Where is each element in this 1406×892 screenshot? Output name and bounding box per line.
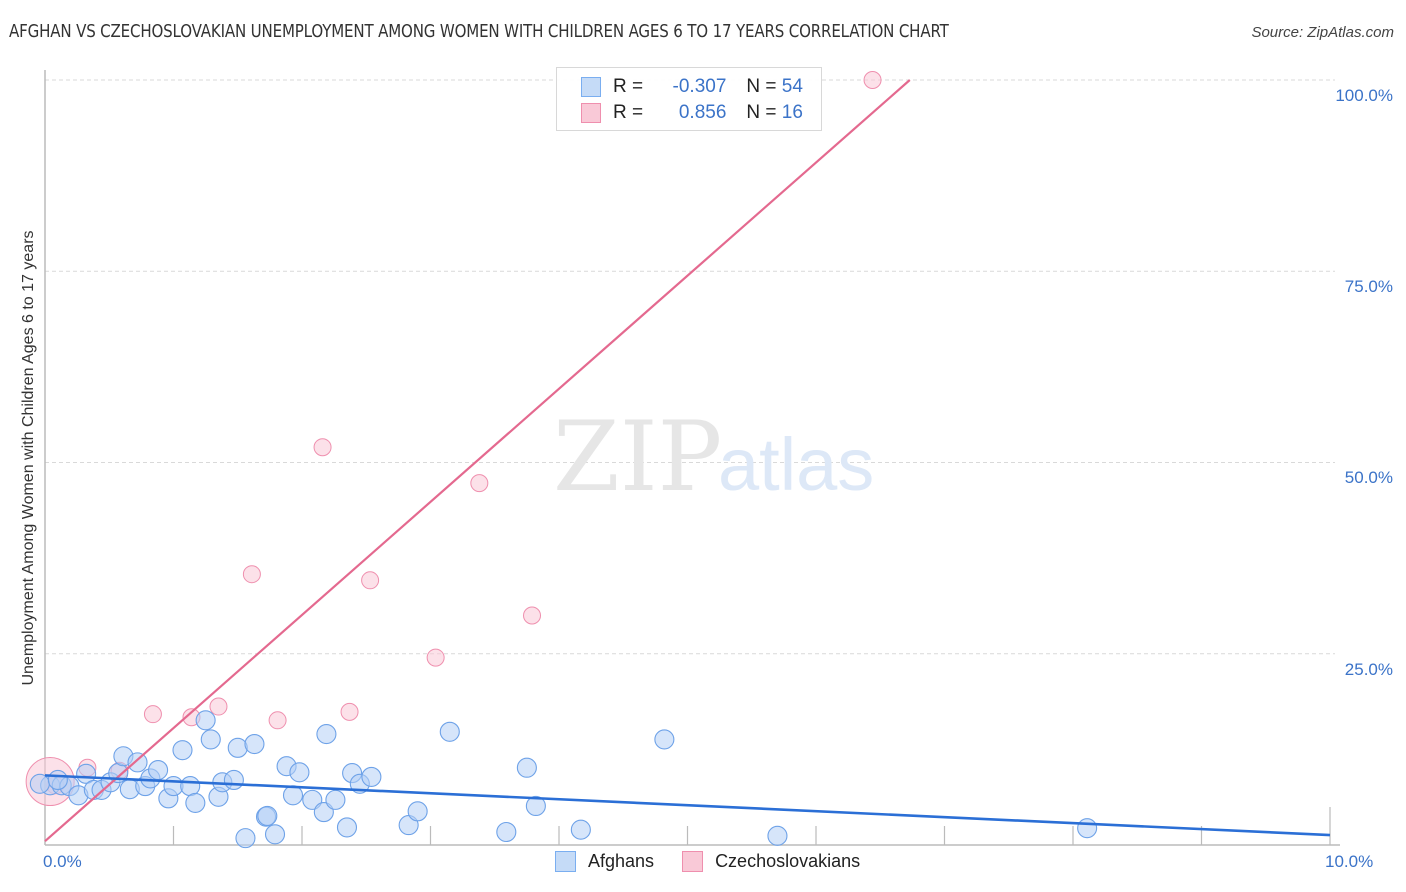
afghans-point[interactable] bbox=[223, 769, 244, 791]
czechoslovakians-point[interactable] bbox=[143, 705, 162, 724]
legend-row-czechoslovakians: R = 0.856 N = 16 bbox=[581, 101, 803, 125]
afghans-point[interactable] bbox=[235, 828, 256, 849]
n-label: N = bbox=[746, 76, 777, 97]
legend-label-afghans: Afghans bbox=[588, 851, 655, 871]
czechoslovakians-point[interactable] bbox=[361, 571, 380, 590]
afghans-point[interactable] bbox=[1077, 818, 1098, 839]
legend-item-afghans[interactable]: Afghans bbox=[555, 851, 654, 872]
afghans-point[interactable] bbox=[257, 805, 278, 826]
watermark: ZIP atlas bbox=[553, 401, 874, 513]
blue-points bbox=[29, 710, 1098, 849]
correlation-legend: R = -0.307 N = 54 R = 0.856 N = 16 bbox=[556, 67, 822, 131]
axes bbox=[44, 70, 1340, 846]
y-tick-50: 50.0% bbox=[1344, 468, 1393, 487]
afghans-point[interactable] bbox=[407, 801, 428, 822]
afghans-point[interactable] bbox=[163, 776, 184, 797]
czechoslovakians-point[interactable] bbox=[340, 702, 359, 721]
gridlines bbox=[45, 79, 1335, 655]
afghans-point[interactable] bbox=[244, 733, 265, 755]
afghans-point[interactable] bbox=[29, 773, 50, 794]
czechoslovakians-point[interactable] bbox=[523, 606, 542, 625]
afghans-point[interactable] bbox=[767, 825, 788, 846]
trend-lines bbox=[44, 79, 1331, 843]
czechoslovakians-point[interactable] bbox=[242, 565, 261, 584]
afghans-point[interactable] bbox=[654, 729, 675, 750]
czechoslovakians-point[interactable] bbox=[268, 711, 287, 730]
n-value: 54 bbox=[781, 76, 803, 97]
afghans-point[interactable] bbox=[127, 752, 148, 773]
afghans-point[interactable] bbox=[302, 789, 323, 810]
x-tick-0: 0.0% bbox=[43, 852, 82, 871]
afghans-point[interactable] bbox=[264, 824, 286, 845]
afghans-point[interactable] bbox=[227, 737, 248, 758]
r-value: -0.307 bbox=[672, 76, 727, 97]
afghans-point[interactable] bbox=[185, 792, 206, 813]
afghans-point[interactable] bbox=[289, 762, 310, 783]
czechoslovakians-point[interactable] bbox=[313, 438, 332, 457]
czechoslovakians-point[interactable] bbox=[470, 474, 489, 493]
legend-label-czechoslovakians: Czechoslovakians bbox=[715, 851, 861, 871]
x-tick-10: 10.0% bbox=[1325, 852, 1374, 871]
afghans-point[interactable] bbox=[282, 785, 304, 806]
afghans-point[interactable] bbox=[148, 759, 169, 781]
afghans-point[interactable] bbox=[172, 740, 193, 761]
afghans-swatch bbox=[581, 77, 601, 97]
czechoslovakians-swatch bbox=[581, 103, 601, 123]
afghans-point[interactable] bbox=[316, 724, 337, 745]
afghans-point[interactable] bbox=[336, 817, 358, 838]
r-value: 0.856 bbox=[678, 102, 727, 123]
czechoslovakians-trend-line bbox=[44, 79, 911, 843]
afghans-point[interactable] bbox=[496, 821, 517, 843]
czechoslovakians-point[interactable] bbox=[426, 648, 445, 667]
r-label: R = bbox=[613, 102, 644, 123]
afghans-point[interactable] bbox=[439, 721, 460, 742]
czechoslovakians-swatch bbox=[682, 851, 704, 872]
watermark-zip: ZIP bbox=[553, 401, 722, 513]
watermark-atlas: atlas bbox=[718, 423, 874, 506]
afghans-trend-line bbox=[44, 774, 1331, 837]
afghans-point[interactable] bbox=[516, 757, 537, 778]
y-tick-25: 25.0% bbox=[1344, 660, 1393, 679]
afghans-point[interactable] bbox=[525, 795, 546, 817]
n-label: N = bbox=[746, 102, 777, 123]
y-axis-label: Unemployment Among Women with Children A… bbox=[20, 230, 37, 686]
r-label: R = bbox=[613, 76, 644, 97]
afghans-point[interactable] bbox=[200, 729, 221, 750]
source-label: Source: ZipAtlas.com bbox=[1251, 24, 1394, 41]
afghans-point[interactable] bbox=[180, 776, 201, 797]
afghans-point[interactable] bbox=[47, 769, 68, 791]
afghans-swatch bbox=[555, 851, 576, 872]
y-tick-75: 75.0% bbox=[1344, 277, 1393, 296]
legend-item-czechoslovakians[interactable]: Czechoslovakians bbox=[682, 851, 860, 872]
afghans-point[interactable] bbox=[325, 789, 346, 810]
afghans-point[interactable] bbox=[570, 819, 591, 840]
czechoslovakians-point[interactable] bbox=[863, 71, 882, 89]
n-value: 16 bbox=[781, 102, 803, 123]
czechoslovakians-point[interactable] bbox=[209, 697, 228, 716]
afghans-point[interactable] bbox=[361, 766, 382, 787]
afghans-point[interactable] bbox=[195, 710, 216, 731]
afghans-point[interactable] bbox=[313, 802, 334, 823]
chart-title: AFGHAN VS CZECHOSLOVAKIAN UNEMPLOYMENT A… bbox=[9, 22, 949, 42]
series-legend: Afghans Czechoslovakians bbox=[555, 851, 888, 872]
y-tick-100: 100.0% bbox=[1335, 86, 1393, 105]
legend-row-afghans: R = -0.307 N = 54 bbox=[581, 75, 803, 99]
